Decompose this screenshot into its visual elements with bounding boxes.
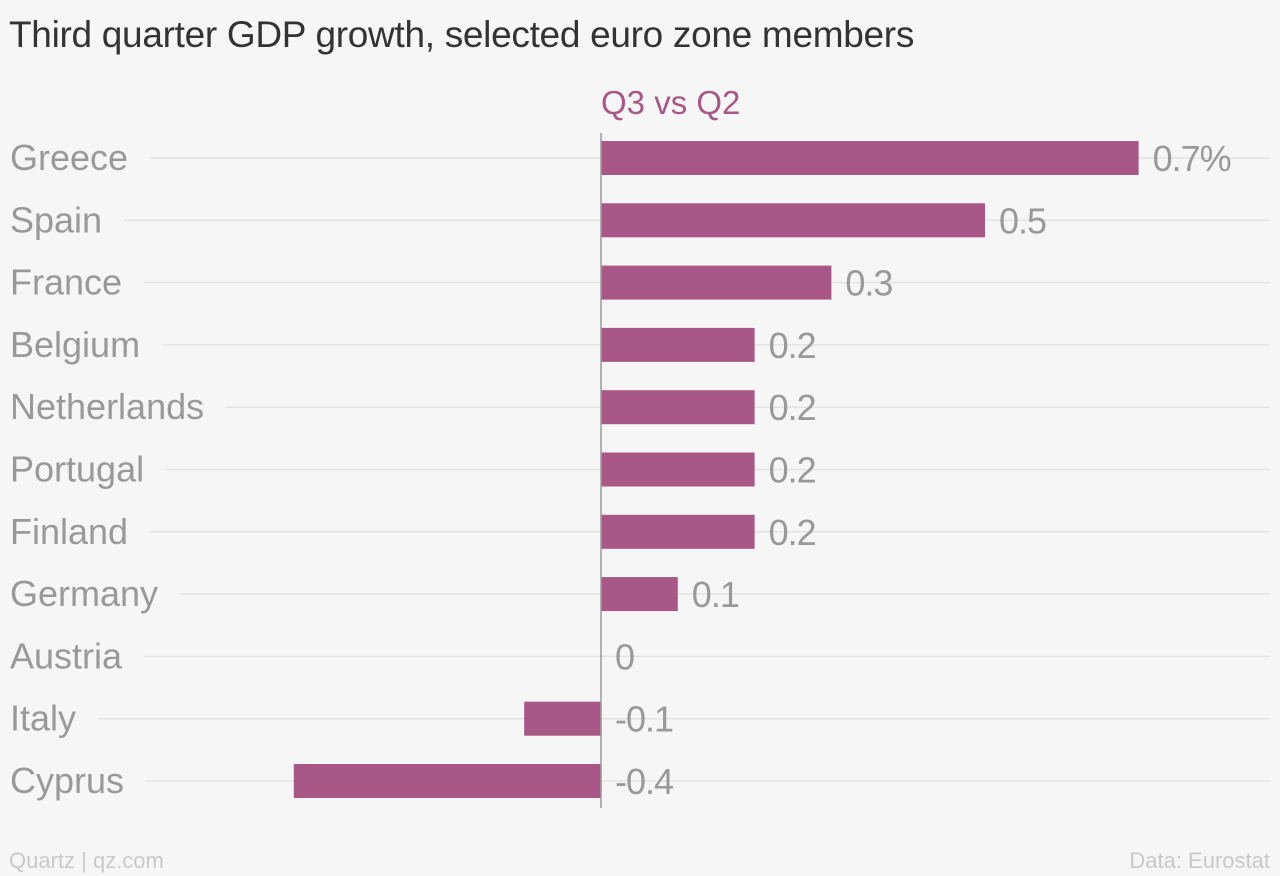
value-label: 0.2 bbox=[769, 450, 816, 491]
value-label: 0.7% bbox=[1153, 138, 1231, 179]
bar bbox=[601, 514, 755, 549]
footer-source-brand: Quartz | qz.com bbox=[9, 848, 164, 873]
bar bbox=[524, 701, 601, 736]
chart-title: Third quarter GDP growth, selected euro … bbox=[9, 14, 915, 55]
category-label: Finland bbox=[10, 511, 128, 552]
bar bbox=[601, 390, 755, 425]
bar bbox=[293, 764, 601, 798]
value-label: 0.1 bbox=[692, 574, 739, 615]
category-label: Austria bbox=[10, 635, 123, 676]
category-label: Belgium bbox=[10, 324, 140, 365]
category-label: Germany bbox=[10, 573, 158, 614]
category-label: Cyprus bbox=[10, 760, 124, 801]
value-label: 0.2 bbox=[769, 387, 816, 428]
value-label: 0 bbox=[615, 636, 634, 677]
value-label: -0.1 bbox=[615, 699, 673, 740]
bar bbox=[601, 203, 985, 238]
series-label: Q3 vs Q2 bbox=[601, 84, 740, 121]
category-label: Portugal bbox=[10, 449, 144, 490]
category-label: France bbox=[10, 262, 122, 303]
bar bbox=[601, 265, 832, 300]
value-labels: 0.7% 0.5 0.3 0.2 0.2 0.2 0.2 0.1 0 -0.1 -0.4 bbox=[615, 138, 1232, 802]
value-label: 0.2 bbox=[769, 325, 816, 366]
category-labels: Greece Spain France Belgium Netherlands Portu… bbox=[10, 137, 204, 801]
category-label: Spain bbox=[10, 199, 102, 240]
category-label: Italy bbox=[10, 698, 76, 739]
category-label: Netherlands bbox=[10, 386, 204, 427]
category-label: Greece bbox=[10, 137, 128, 178]
value-label: -0.4 bbox=[615, 761, 673, 802]
value-label: 0.3 bbox=[845, 263, 892, 304]
bar bbox=[601, 327, 755, 362]
value-label: 0.5 bbox=[999, 200, 1046, 241]
bars bbox=[293, 141, 1139, 798]
footer-data-source: Data: Eurostat bbox=[1129, 848, 1270, 873]
bar bbox=[601, 452, 755, 487]
value-label: 0.2 bbox=[769, 512, 816, 553]
bar bbox=[601, 141, 1139, 175]
bar bbox=[601, 577, 678, 612]
